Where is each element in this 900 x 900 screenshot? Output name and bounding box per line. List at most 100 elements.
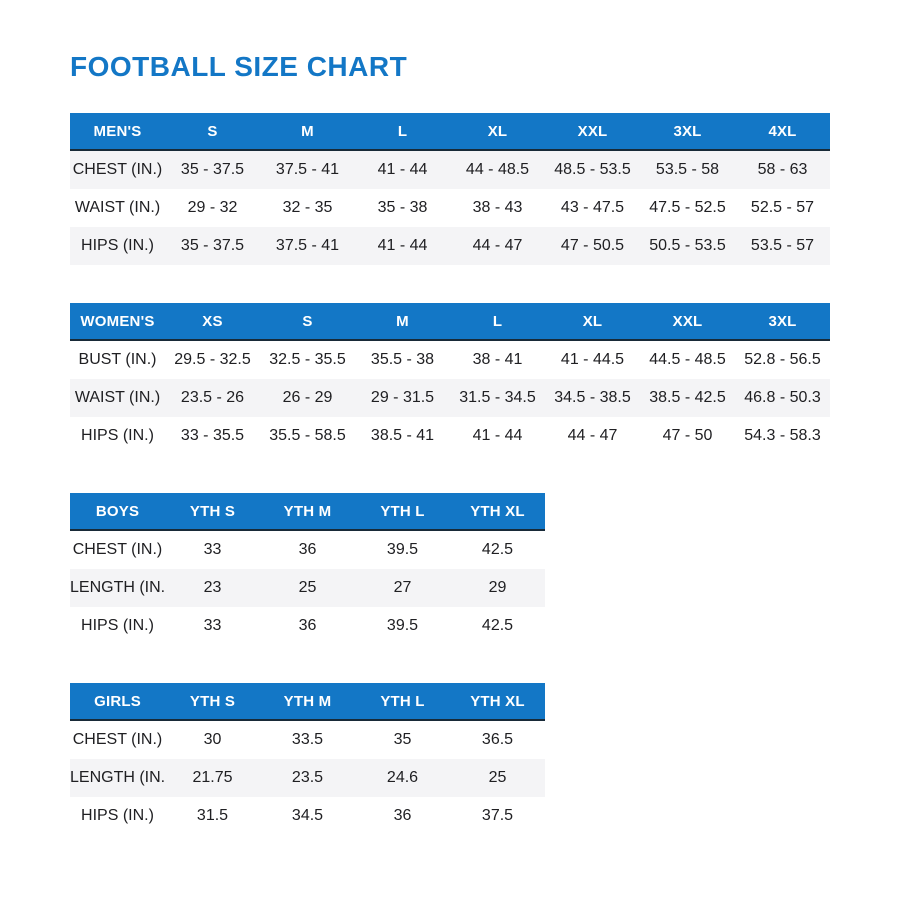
row-label: WAIST (IN.) (70, 189, 165, 227)
table-row: WAIST (IN.) 23.5 - 26 26 - 29 29 - 31.5 … (70, 379, 830, 417)
size-value: 26 - 29 (260, 379, 355, 417)
row-label: HIPS (IN.) (70, 417, 165, 455)
size-value: 47 - 50 (640, 417, 735, 455)
column-header: GIRLS (70, 683, 165, 721)
row-label: BUST (IN.) (70, 340, 165, 379)
size-value: 35.5 - 58.5 (260, 417, 355, 455)
column-header: YTH M (260, 683, 355, 721)
size-value: 37.5 - 41 (260, 227, 355, 265)
column-header: BOYS (70, 493, 165, 531)
size-value: 30 (165, 720, 260, 759)
womens-header-row: WOMEN'S XS S M L XL XXL 3XL (70, 303, 830, 341)
girls-size-table: GIRLS YTH S YTH M YTH L YTH XL CHEST (IN… (70, 683, 545, 835)
column-header: YTH S (165, 683, 260, 721)
size-value: 37.5 - 41 (260, 150, 355, 189)
size-value: 46.8 - 50.3 (735, 379, 830, 417)
size-value: 38 - 43 (450, 189, 545, 227)
size-value: 33 (165, 530, 260, 569)
size-value: 39.5 (355, 530, 450, 569)
row-label: WAIST (IN.) (70, 379, 165, 417)
size-value: 52.8 - 56.5 (735, 340, 830, 379)
size-value: 25 (450, 759, 545, 797)
size-value: 35 - 37.5 (165, 227, 260, 265)
column-header: L (355, 113, 450, 151)
table-row: BUST (IN.) 29.5 - 32.5 32.5 - 35.5 35.5 … (70, 340, 830, 379)
size-value: 35 - 37.5 (165, 150, 260, 189)
size-value: 33 - 35.5 (165, 417, 260, 455)
size-value: 37.5 (450, 797, 545, 835)
size-value: 23.5 - 26 (165, 379, 260, 417)
table-row: CHEST (IN.) 35 - 37.5 37.5 - 41 41 - 44 … (70, 150, 830, 189)
size-value: 35 (355, 720, 450, 759)
size-value: 33 (165, 607, 260, 645)
size-value: 44.5 - 48.5 (640, 340, 735, 379)
size-value: 53.5 - 58 (640, 150, 735, 189)
size-value: 41 - 44 (355, 227, 450, 265)
size-value: 31.5 - 34.5 (450, 379, 545, 417)
column-header: YTH L (355, 683, 450, 721)
girls-header-row: GIRLS YTH S YTH M YTH L YTH XL (70, 683, 545, 721)
size-value: 35 - 38 (355, 189, 450, 227)
size-value: 32 - 35 (260, 189, 355, 227)
column-header: YTH L (355, 493, 450, 531)
size-value: 24.6 (355, 759, 450, 797)
column-header: 3XL (640, 113, 735, 151)
size-value: 23.5 (260, 759, 355, 797)
row-label: LENGTH (IN.) (70, 759, 165, 797)
size-value: 44 - 47 (450, 227, 545, 265)
column-header: YTH S (165, 493, 260, 531)
size-value: 36.5 (450, 720, 545, 759)
column-header: MEN'S (70, 113, 165, 151)
table-row: HIPS (IN.) 33 36 39.5 42.5 (70, 607, 545, 645)
size-value: 47.5 - 52.5 (640, 189, 735, 227)
size-value: 47 - 50.5 (545, 227, 640, 265)
size-value: 44 - 48.5 (450, 150, 545, 189)
row-label: HIPS (IN.) (70, 797, 165, 835)
table-row: WAIST (IN.) 29 - 32 32 - 35 35 - 38 38 -… (70, 189, 830, 227)
size-value: 42.5 (450, 607, 545, 645)
column-header: L (450, 303, 545, 341)
row-label: CHEST (IN.) (70, 150, 165, 189)
column-header: WOMEN'S (70, 303, 165, 341)
column-header: YTH M (260, 493, 355, 531)
column-header: 3XL (735, 303, 830, 341)
column-header: YTH XL (450, 683, 545, 721)
size-value: 38.5 - 42.5 (640, 379, 735, 417)
size-value: 32.5 - 35.5 (260, 340, 355, 379)
size-value: 33.5 (260, 720, 355, 759)
column-header: S (165, 113, 260, 151)
page-title: FOOTBALL SIZE CHART (70, 51, 408, 82)
row-label: LENGTH (IN.) (70, 569, 165, 607)
size-value: 21.75 (165, 759, 260, 797)
size-value: 44 - 47 (545, 417, 640, 455)
column-header: YTH XL (450, 493, 545, 531)
size-value: 50.5 - 53.5 (640, 227, 735, 265)
size-value: 38 - 41 (450, 340, 545, 379)
table-row: CHEST (IN.) 33 36 39.5 42.5 (70, 530, 545, 569)
size-value: 54.3 - 58.3 (735, 417, 830, 455)
size-value: 36 (260, 607, 355, 645)
column-header: S (260, 303, 355, 341)
column-header: M (355, 303, 450, 341)
table-row: LENGTH (IN.) 21.75 23.5 24.6 25 (70, 759, 545, 797)
size-value: 48.5 - 53.5 (545, 150, 640, 189)
size-value: 53.5 - 57 (735, 227, 830, 265)
size-value: 41 - 44 (450, 417, 545, 455)
size-value: 36 (355, 797, 450, 835)
size-value: 29.5 - 32.5 (165, 340, 260, 379)
row-label: CHEST (IN.) (70, 530, 165, 569)
size-value: 29 - 31.5 (355, 379, 450, 417)
row-label: CHEST (IN.) (70, 720, 165, 759)
table-row: LENGTH (IN.) 23 25 27 29 (70, 569, 545, 607)
size-value: 35.5 - 38 (355, 340, 450, 379)
table-row: HIPS (IN.) 33 - 35.5 35.5 - 58.5 38.5 - … (70, 417, 830, 455)
size-value: 39.5 (355, 607, 450, 645)
column-header: XXL (545, 113, 640, 151)
row-label: HIPS (IN.) (70, 227, 165, 265)
size-value: 34.5 - 38.5 (545, 379, 640, 417)
size-value: 29 - 32 (165, 189, 260, 227)
column-header: XXL (640, 303, 735, 341)
mens-header-row: MEN'S S M L XL XXL 3XL 4XL (70, 113, 830, 151)
column-header: 4XL (735, 113, 830, 151)
